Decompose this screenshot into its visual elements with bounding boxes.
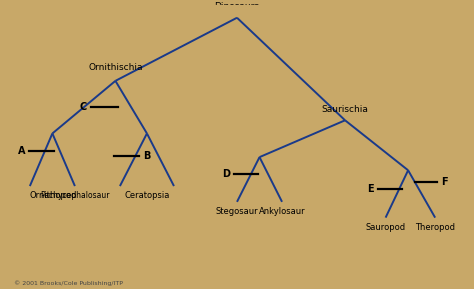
Text: Saurischia: Saurischia xyxy=(322,105,368,114)
Text: A: A xyxy=(18,146,25,155)
Text: Ornithischia: Ornithischia xyxy=(88,63,143,72)
Text: Ankylosaur: Ankylosaur xyxy=(259,207,305,216)
Text: D: D xyxy=(222,169,230,179)
Text: B: B xyxy=(143,151,150,161)
Text: Ornithopod: Ornithopod xyxy=(30,191,77,200)
Text: Sauropod: Sauropod xyxy=(365,223,406,232)
Text: Theropod: Theropod xyxy=(415,223,455,232)
Text: Dinosaurs: Dinosaurs xyxy=(215,2,259,11)
Text: E: E xyxy=(367,184,374,194)
Text: C: C xyxy=(80,102,87,112)
Text: F: F xyxy=(441,177,447,187)
Text: Stegosaur: Stegosaur xyxy=(216,207,258,216)
Text: © 2001 Brooks/Cole Publishing/ITP: © 2001 Brooks/Cole Publishing/ITP xyxy=(14,280,123,286)
Text: Ceratopsia: Ceratopsia xyxy=(124,191,170,200)
Text: Pachycephalosaur: Pachycephalosaur xyxy=(40,191,109,200)
